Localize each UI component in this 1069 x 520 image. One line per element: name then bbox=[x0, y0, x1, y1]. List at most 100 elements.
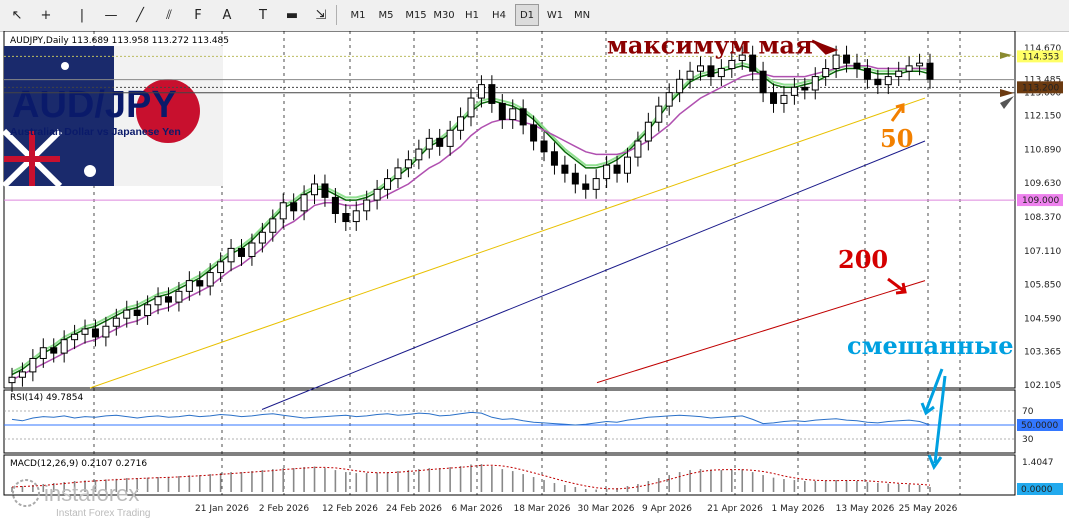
annotation-ma50: 50 bbox=[880, 124, 913, 153]
candle-body bbox=[665, 92, 673, 107]
timeframe-d1[interactable]: D1 bbox=[515, 4, 539, 26]
date-tick-label: 12 Feb 2026 bbox=[322, 504, 378, 514]
price-tag-label: 113.200 bbox=[1022, 83, 1059, 93]
candle-body bbox=[331, 196, 339, 214]
timeframe-h4[interactable]: H4 bbox=[492, 9, 506, 21]
candle-body bbox=[488, 84, 496, 104]
ema_purple-line bbox=[11, 65, 930, 381]
macd-signal-line bbox=[11, 464, 931, 490]
price-tick-label: 108.370 bbox=[1024, 213, 1061, 223]
price-tick-label: 113.485 bbox=[1024, 76, 1061, 86]
candle-body bbox=[686, 70, 694, 80]
candle-body bbox=[905, 65, 913, 72]
candle-body bbox=[874, 78, 882, 86]
annotation-mixed: смешанные bbox=[847, 331, 1014, 360]
arrow-icon bbox=[927, 375, 947, 471]
arrow-icon bbox=[1000, 52, 1012, 59]
macd-panel bbox=[3, 454, 1016, 496]
horizontal-line-icon[interactable]: — bbox=[104, 7, 118, 23]
rsi-tick-label: 30 bbox=[1022, 435, 1034, 445]
annotation-ma200: 200 bbox=[838, 245, 888, 274]
logo-title: AUD/JPY bbox=[12, 84, 177, 126]
candle-body bbox=[707, 65, 715, 78]
candle-body bbox=[550, 151, 558, 166]
candle-body bbox=[185, 280, 193, 292]
macd-value-tag bbox=[1017, 483, 1063, 495]
ma_blue-line bbox=[261, 140, 926, 410]
candle-body bbox=[217, 261, 225, 274]
price-tick-label: 110.890 bbox=[1024, 145, 1061, 155]
macd-value-label: 0.0000 bbox=[1021, 485, 1053, 495]
timeframe-h1[interactable]: H1 bbox=[465, 9, 479, 21]
fibonacci-icon[interactable]: F bbox=[194, 7, 202, 23]
logo-subtitle: Australian Dollar vs Japanese Yen bbox=[10, 126, 181, 138]
text-label-icon[interactable]: T bbox=[259, 7, 267, 23]
candle-body bbox=[790, 86, 798, 96]
candle-body bbox=[384, 178, 392, 190]
australia-flag-icon bbox=[4, 46, 114, 186]
arrow-icon bbox=[890, 103, 905, 122]
candle-body bbox=[509, 108, 517, 121]
candle-body bbox=[759, 70, 767, 94]
candle-body bbox=[258, 231, 266, 244]
candle-body bbox=[8, 376, 16, 384]
trendline-icon[interactable]: ╱ bbox=[136, 7, 144, 23]
candle-body bbox=[321, 183, 329, 198]
candle-body bbox=[634, 140, 642, 158]
channel-icon[interactable]: ⫽ bbox=[166, 7, 172, 23]
price-tag-label: 114.353 bbox=[1022, 52, 1059, 62]
date-tick-label: 25 May 2026 bbox=[899, 504, 958, 514]
candle-body bbox=[206, 272, 214, 287]
candle-body bbox=[895, 70, 903, 78]
rsi-line bbox=[11, 411, 931, 426]
candle-body bbox=[603, 164, 611, 180]
candle-body bbox=[248, 242, 256, 257]
candle-body bbox=[144, 304, 152, 317]
date-tick-label: 30 Mar 2026 bbox=[577, 504, 634, 514]
candle-body bbox=[770, 92, 778, 104]
timeframe-mn[interactable]: MN bbox=[573, 9, 591, 21]
candle-body bbox=[697, 65, 704, 72]
price-tick-label: 103.365 bbox=[1024, 347, 1061, 357]
ma200-line bbox=[596, 280, 926, 384]
macd-tick-label: 1.4047 bbox=[1022, 458, 1054, 468]
candle-body bbox=[655, 105, 663, 123]
timeframe-m15[interactable]: M15 bbox=[405, 9, 427, 21]
candle-body bbox=[154, 296, 162, 306]
cursor-icon[interactable]: ↖ bbox=[11, 7, 23, 23]
candle-body bbox=[863, 68, 871, 80]
candle-body bbox=[457, 116, 465, 131]
arrow-icon bbox=[1000, 89, 1014, 97]
date-tick-label: 21 Apr 2026 bbox=[707, 504, 763, 514]
candle-body bbox=[644, 121, 652, 142]
timeframe-m30[interactable]: M30 bbox=[433, 9, 455, 21]
candle-body bbox=[175, 290, 183, 303]
date-tick-label: 21 Jan 2026 bbox=[195, 504, 249, 514]
candle-body bbox=[269, 218, 277, 233]
candle-body bbox=[50, 347, 58, 354]
price-tick-label: 105.850 bbox=[1024, 281, 1061, 291]
candle-body bbox=[446, 129, 454, 147]
crosshair-icon[interactable]: + bbox=[40, 7, 52, 23]
candle-body bbox=[112, 317, 120, 327]
candle-body bbox=[801, 86, 809, 91]
price-tick-label: 113.000 bbox=[1024, 89, 1061, 99]
vertical-line-icon[interactable]: | bbox=[79, 7, 85, 23]
candle-body bbox=[290, 202, 298, 212]
date-tick-label: 18 Mar 2026 bbox=[513, 504, 570, 514]
candle-body bbox=[582, 183, 590, 190]
candle-body bbox=[123, 309, 131, 319]
rectangle-icon[interactable]: ▬ bbox=[285, 7, 299, 23]
ma50-line bbox=[89, 97, 926, 389]
arrows-icon[interactable]: ⇲ bbox=[315, 7, 327, 23]
candle-body bbox=[311, 183, 319, 196]
price-tick-label: 112.150 bbox=[1024, 112, 1061, 122]
timeframe-m5[interactable]: M5 bbox=[378, 9, 394, 21]
timeframe-m1[interactable]: M1 bbox=[350, 9, 366, 21]
candle-body bbox=[300, 194, 308, 212]
text-icon[interactable]: A bbox=[222, 7, 232, 23]
macd-label: MACD(12,26,9) 0.2107 0.2716 bbox=[10, 459, 147, 469]
candle-body bbox=[853, 62, 861, 70]
timeframe-w1[interactable]: W1 bbox=[546, 9, 564, 21]
